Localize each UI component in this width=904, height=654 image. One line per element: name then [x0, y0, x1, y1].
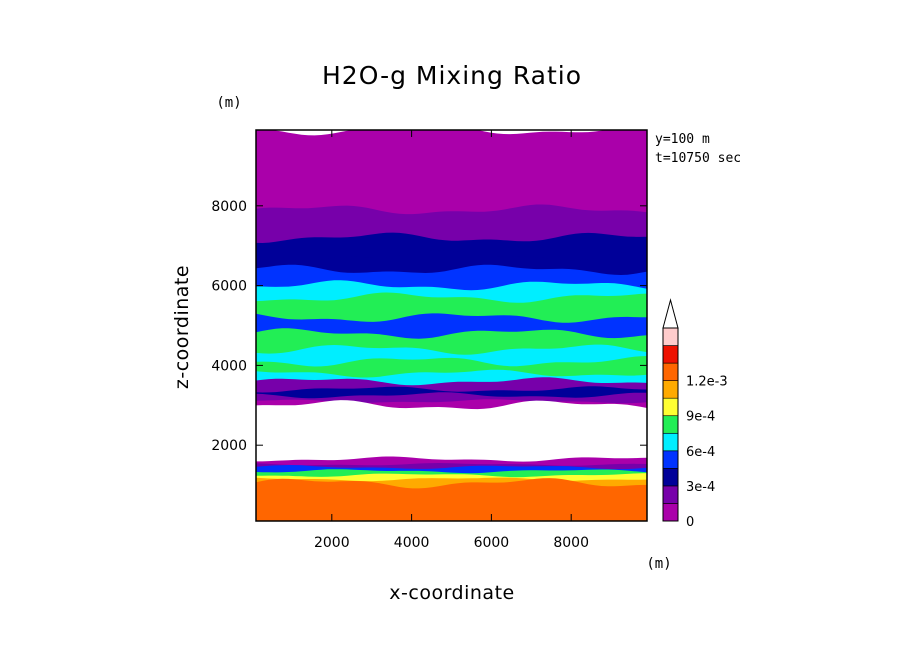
colorbar-box: [662, 432, 679, 452]
x-tick-label: 6000: [474, 535, 510, 551]
x-tick-label: 4000: [394, 535, 430, 551]
plot-frame: [255, 129, 648, 522]
y-tick-label: 2000: [211, 438, 247, 454]
x-unit-label: (m): [646, 556, 671, 572]
annotation-time: t=10750 sec: [655, 151, 741, 166]
y-tick-label: 8000: [211, 199, 247, 215]
contour-band: [256, 478, 647, 521]
x-axis-title: x-coordinate: [389, 582, 514, 604]
colorbar-label: 1.2e-3: [686, 375, 728, 390]
colorbar-box: [662, 485, 679, 504]
x-tick-label: 2000: [314, 535, 350, 551]
colorbar-extend-max: [662, 298, 679, 329]
contour-field: [256, 130, 647, 521]
colorbar-box: [662, 503, 679, 522]
colorbar: 1.2e-3 9e-4 6e-4 3e-4 0: [662, 298, 728, 530]
colorbar-box: [662, 397, 679, 417]
y-unit-label: (m): [216, 95, 241, 111]
x-tick-label: 8000: [553, 535, 589, 551]
colorbar-box: [662, 415, 679, 434]
chart-title: H2O-g Mixing Ratio: [322, 61, 582, 90]
y-tick-label: 4000: [211, 358, 247, 374]
colorbar-box: [662, 327, 679, 346]
colorbar-frame: [662, 327, 679, 522]
colorbar-box: [662, 468, 679, 487]
y-axis-title: z-coordinate: [171, 265, 193, 389]
annotation-y: y=100 m: [655, 132, 710, 147]
colorbar-label: 9e-4: [686, 410, 715, 425]
colorbar-label: 3e-4: [686, 480, 715, 495]
y-tick-label: 6000: [211, 279, 247, 295]
colorbar-box: [662, 450, 679, 469]
colorbar-label: 0: [686, 515, 694, 530]
y-axis: 2000 4000 6000 8000: [211, 199, 647, 454]
colorbar-label: 6e-4: [686, 445, 715, 460]
colorbar-box: [662, 362, 679, 381]
colorbar-box: [662, 345, 679, 364]
colorbar-box: [662, 380, 679, 399]
x-axis: 2000 4000 6000 8000: [314, 130, 589, 551]
